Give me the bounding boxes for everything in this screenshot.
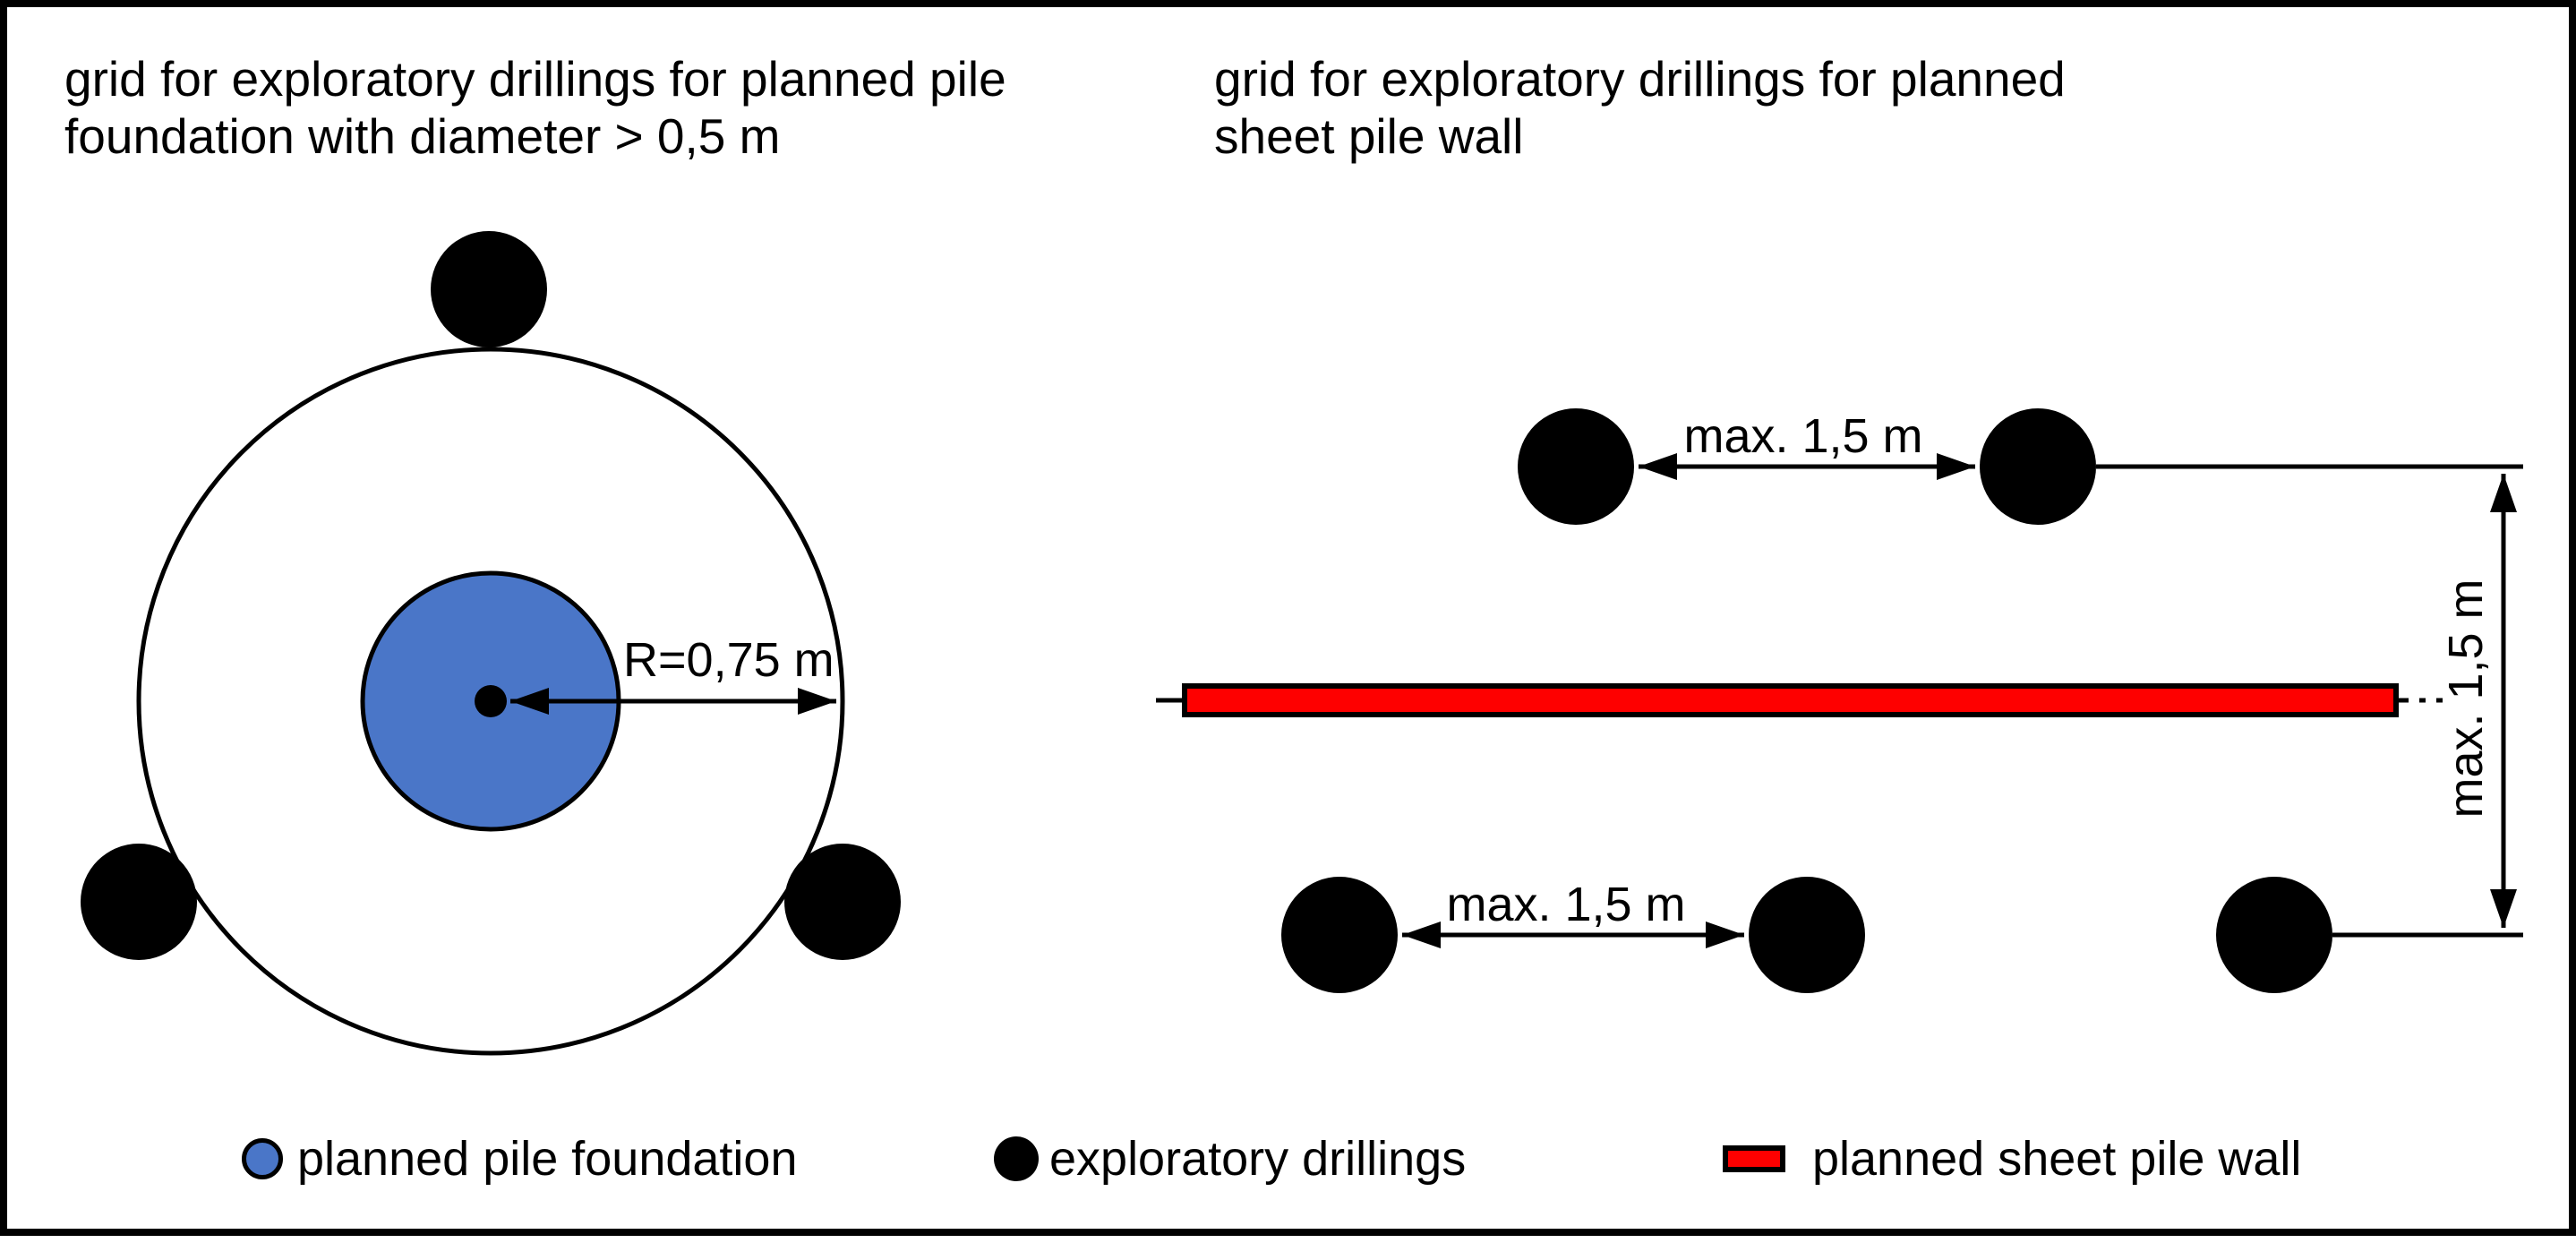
radius-dimension-label: R=0,75 m [623, 633, 834, 687]
legend-label-sheet-pile-wall: planned sheet pile wall [1812, 1132, 2302, 1186]
exploratory-drilling-lower-right [784, 844, 901, 960]
exploratory-drilling-top-row-1 [1518, 408, 1634, 525]
right-figure-title: grid for exploratory drillings for plann… [1214, 51, 2066, 164]
exploratory-drilling-lower-left [81, 844, 197, 960]
exploratory-drilling-top [431, 231, 547, 347]
left-figure-title: grid for exploratory drillings for plann… [64, 51, 1006, 164]
legend-item-sheet-pile-wall: planned sheet pile wall [1723, 1132, 2301, 1186]
exploratory-drilling-bottom-row-3 [2216, 877, 2332, 993]
planned-sheet-pile-wall-bar [1182, 683, 2399, 717]
legend-label-pile-foundation: planned pile foundation [297, 1132, 798, 1186]
exploratory-drilling-legend-icon [994, 1136, 1039, 1181]
diagram-canvas [81, 231, 2523, 1056]
legend-item-drillings: exploratory drillings [994, 1132, 1466, 1186]
legend-item-pile-foundation: planned pile foundation [242, 1132, 797, 1186]
row-distance-dimension-label: max. 1,5 m [2439, 579, 2493, 819]
exploratory-drilling-top-row-2 [1980, 408, 2096, 525]
top-row-spacing-label: max. 1,5 m [1683, 409, 1923, 463]
bottom-row-spacing-label: max. 1,5 m [1446, 878, 1686, 931]
sheet-pile-wall-legend-icon [1723, 1145, 1785, 1172]
pile-center-point [475, 685, 507, 717]
pile-foundation-legend-icon [242, 1138, 283, 1179]
exploratory-drilling-bottom-row-1 [1281, 877, 1398, 993]
exploratory-drilling-bottom-row-2 [1749, 877, 1865, 993]
legend-label-drillings: exploratory drillings [1049, 1132, 1467, 1186]
